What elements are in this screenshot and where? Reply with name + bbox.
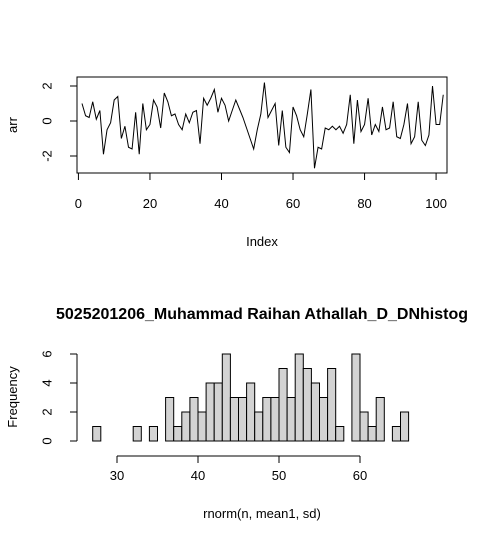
histogram-bar xyxy=(221,353,231,442)
histogram-bar xyxy=(375,397,385,442)
histogram-y-tick-label: 6 xyxy=(40,350,55,357)
line-plot-y-tick-label: -2 xyxy=(40,150,55,162)
histogram-bar xyxy=(189,397,199,442)
histogram-bar xyxy=(294,353,304,442)
line-plot-x-tick-label: 20 xyxy=(143,196,157,211)
line-plot-x-tick-label: 100 xyxy=(425,196,447,211)
histogram-bar xyxy=(181,411,191,442)
histogram-x-tick-label: 50 xyxy=(272,468,286,483)
histogram-bar xyxy=(148,426,158,442)
histogram-x-tick-label: 30 xyxy=(110,468,124,483)
histogram-bar xyxy=(173,426,183,442)
histogram-bar xyxy=(229,397,239,442)
histogram-x-tick-label: 60 xyxy=(353,468,367,483)
line-plot-y-axis: -2 0 2 xyxy=(40,82,78,162)
line-plot: 0 20 40 60 80 100 -2 0 2 Index arr xyxy=(5,76,448,249)
histogram-bar xyxy=(359,411,369,442)
histogram-bar xyxy=(286,397,296,442)
histogram-plot: 5025201206_Muhammad Raihan Athallah_D_DN… xyxy=(5,306,468,521)
line-plot-y-axis-label: arr xyxy=(5,116,20,133)
histogram-bar xyxy=(327,368,337,442)
histogram-y-tick-label: 4 xyxy=(40,379,55,386)
line-plot-x-tick-label: 80 xyxy=(357,196,371,211)
histogram-bar xyxy=(270,397,280,442)
histogram-bar xyxy=(254,411,264,442)
histogram-bar xyxy=(238,397,248,442)
line-plot-x-axis: 0 20 40 60 80 100 xyxy=(75,172,447,211)
line-plot-x-tick-label: 40 xyxy=(214,196,228,211)
histogram-y-tick-label: 0 xyxy=(40,437,55,444)
line-plot-series-line xyxy=(81,82,444,169)
histogram-bar xyxy=(132,426,142,442)
line-plot-box xyxy=(76,76,448,174)
line-plot-y-tick-label: 0 xyxy=(40,117,55,124)
histogram-title: 5025201206_Muhammad Raihan Athallah_D_DN… xyxy=(56,306,468,323)
line-plot-x-tick-label: 0 xyxy=(75,196,82,211)
histogram-bar xyxy=(197,411,207,442)
histogram-bar xyxy=(278,368,288,442)
histogram-bar xyxy=(165,397,175,442)
histogram-bar xyxy=(391,426,401,442)
histogram-bar xyxy=(92,426,102,442)
line-plot-x-tick-label: 60 xyxy=(286,196,300,211)
histogram-bar xyxy=(262,397,272,442)
histogram-bar xyxy=(367,426,377,442)
histogram-bar xyxy=(205,382,215,442)
histogram-x-tick-label: 40 xyxy=(191,468,205,483)
histogram-y-tick-label: 2 xyxy=(40,408,55,415)
histogram-bar xyxy=(246,382,256,442)
histogram-x-axis-label: rnorm(n, mean1, sd) xyxy=(203,506,321,521)
histogram-bar xyxy=(310,382,320,442)
histogram-y-axis-label: Frequency xyxy=(5,366,20,428)
histogram-bar xyxy=(351,353,361,442)
line-plot-y-tick-label: 2 xyxy=(40,82,55,89)
line-plot-x-axis-label: Index xyxy=(246,234,278,249)
histogram-bar xyxy=(400,411,410,442)
histogram-bar xyxy=(335,426,345,442)
histogram-bar xyxy=(319,397,329,442)
histogram-y-axis: 0 2 4 6 xyxy=(40,350,78,445)
histogram-bar xyxy=(213,382,223,442)
histogram-bar xyxy=(302,368,312,442)
histogram-bars xyxy=(92,353,410,442)
histogram-x-axis: 30 40 50 60 xyxy=(110,455,367,483)
